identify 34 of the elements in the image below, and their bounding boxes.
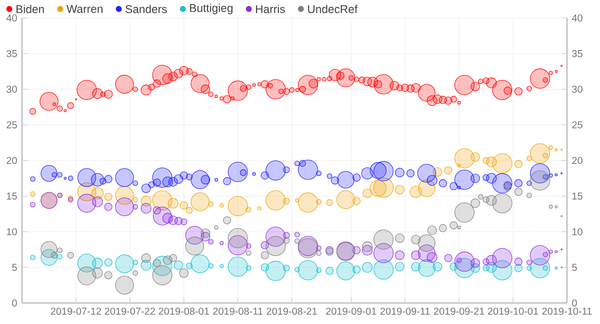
y-tick-label: 10 bbox=[6, 228, 17, 236]
y-tick-label: 20 bbox=[6, 156, 17, 164]
y2-tick-label: 20 bbox=[572, 156, 582, 164]
x-tick-label: 2019-08-21 bbox=[266, 308, 317, 315]
y2-tick-label: 0 bbox=[572, 299, 577, 307]
x-tick-label: 2019-10-11 bbox=[542, 308, 592, 315]
legend-label: Warren bbox=[66, 5, 102, 13]
y2-tick-label: 30 bbox=[572, 86, 582, 93]
x-tick-label: 2019-07-12 bbox=[50, 308, 102, 315]
y-tick-label: 35 bbox=[6, 50, 17, 58]
y-tick-label: 30 bbox=[6, 86, 17, 93]
y-tick-label: 15 bbox=[6, 192, 17, 200]
x-tick-label: 2019-09-01 bbox=[326, 308, 376, 315]
legend-label: UndecRef bbox=[308, 4, 358, 14]
x-tick-label: 2019-08-11 bbox=[213, 308, 263, 315]
x-tick-label: 2019-08-01 bbox=[158, 308, 209, 315]
y2-tick-label: 35 bbox=[572, 50, 582, 58]
legend-label: Buttigieg bbox=[190, 4, 233, 14]
legend-label: Sanders bbox=[126, 4, 167, 14]
x-tick-label: 2019-07-22 bbox=[104, 308, 155, 315]
y-tick-label: 0 bbox=[12, 299, 17, 307]
y2-tick-label: 10 bbox=[572, 228, 582, 236]
x-tick-label: 2019-10-01 bbox=[488, 308, 538, 315]
y2-tick-label: 40 bbox=[572, 14, 582, 22]
legend-label: Biden bbox=[16, 4, 44, 14]
y2-tick-label: 5 bbox=[572, 264, 577, 271]
y-tick-label: 5 bbox=[12, 264, 17, 271]
x-tick-label: 2019-09-11 bbox=[380, 308, 430, 315]
legend-label: Harris bbox=[256, 4, 285, 14]
y-tick-label: 40 bbox=[6, 14, 17, 22]
y2-tick-label: 25 bbox=[572, 121, 582, 128]
y2-tick-label: 15 bbox=[572, 192, 582, 200]
x-tick-label: 2019-09-21 bbox=[434, 308, 484, 315]
y-tick-label: 25 bbox=[6, 121, 17, 128]
